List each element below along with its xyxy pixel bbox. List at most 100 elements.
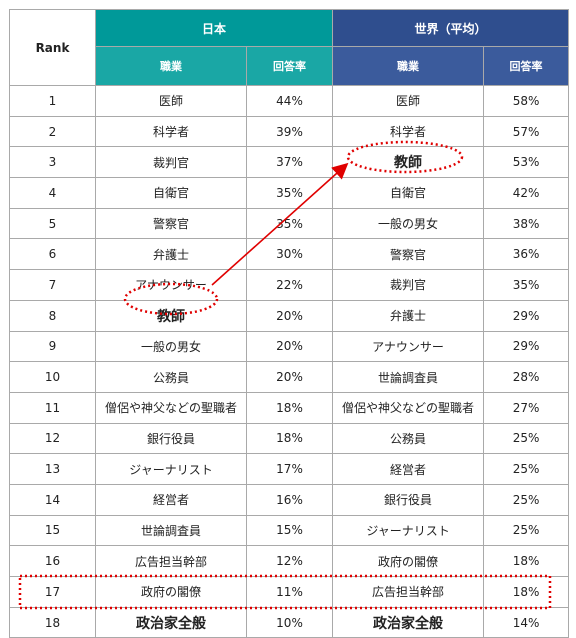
world-occupation-cell: 科学者 [332,115,485,148]
world-occupation-cell: 警察官 [332,238,485,271]
table-row: 13 ジャーナリスト 17% 経営者 25% [9,453,570,485]
japan-occupation-cell: 科学者 [95,115,247,148]
japan-rate-cell: 12% [245,545,334,577]
japan-occupation-cell: 裁判官 [95,146,247,179]
table-row: 4 自衛官 35% 自衛官 42% [9,177,570,209]
table-row: 3 裁判官 37% 教師 53% [9,146,570,179]
table-row: 14 経営者 16% 銀行役員 25% [9,483,570,516]
japan-occupation-cell: 医師 [95,85,247,117]
world-occupation-cell: 広告担当幹部 [332,576,485,608]
world-rate-cell: 38% [483,207,570,240]
world-rate-cell: 25% [483,483,570,516]
japan-occupation-cell: 経営者 [95,483,247,516]
world-occupation-cell: 政府の閣僚 [332,545,485,577]
world-occupation-cell: 僧侶や神父などの聖職者 [332,391,485,424]
world-rate-cell: 18% [483,545,570,577]
rank-cell: 11 [9,391,96,424]
japan-occupation-cell: 世論調査員 [95,514,247,547]
japan-occupation-cell: アナウンサー [95,269,247,301]
japan-occupation-cell: 一般の男女 [95,330,247,363]
world-rate-cell: 25% [483,514,570,547]
rank-cell: 4 [9,177,96,209]
world-rate-cell: 42% [483,177,570,209]
world-occupation-cell: 政治家全般 [332,606,485,638]
table-row: 1 医師 44% 医師 58% [9,85,570,117]
japan-rate-cell: 11% [245,576,334,608]
world-rate-cell: 28% [483,361,570,393]
world-rate-cell: 35% [483,269,570,301]
japan-rate-cell: 10% [245,606,334,638]
world-rate-cell: 58% [483,85,570,117]
japan-rate-cell: 15% [245,514,334,547]
japan-occupation-cell: 銀行役員 [95,422,247,455]
world-occupation-cell: 公務員 [332,422,485,455]
world-rate-cell: 57% [483,115,570,148]
japan-rate-cell: 17% [245,453,334,485]
japan-rate-cell: 35% [245,207,334,240]
rank-cell: 14 [9,483,96,516]
world-occupation-cell: 裁判官 [332,269,485,301]
table-row: 7 アナウンサー 22% 裁判官 35% [9,269,570,301]
japan-rate-cell: 20% [245,299,334,332]
world-occupation-header: 職業 [332,46,485,86]
japan-rate-cell: 22% [245,269,334,301]
japan-occupation-cell: 政府の閣僚 [95,576,247,608]
rank-cell: 18 [9,606,96,638]
world-rate-cell: 25% [483,422,570,455]
japan-rate-cell: 35% [245,177,334,209]
table-row: 2 科学者 39% 科学者 57% [9,115,570,148]
world-rate-cell: 29% [483,330,570,363]
world-rate-cell: 29% [483,299,570,332]
rank-cell: 17 [9,576,96,608]
japan-occupation-cell: 警察官 [95,207,247,240]
japan-occupation-cell: 公務員 [95,361,247,393]
table-row: 18 政治家全般 10% 政治家全般 14% [9,606,570,638]
world-occupation-cell: アナウンサー [332,330,485,363]
rank-cell: 9 [9,330,96,363]
world-occupation-cell: 一般の男女 [332,207,485,240]
world-rate-cell: 18% [483,576,570,608]
japan-occupation-cell: 僧侶や神父などの聖職者 [95,391,247,424]
rank-cell: 16 [9,545,96,577]
world-occupation-cell: ジャーナリスト [332,514,485,547]
world-rate-cell: 14% [483,606,570,638]
world-rate-header: 回答率 [483,46,570,86]
japan-rate-cell: 18% [245,422,334,455]
trust-ranking-table: Rank 日本 世界（平均） 職業 回答率 職業 回答率 1 医師 44% 医師 58%… [9,9,570,638]
japan-occupation-cell: ジャーナリスト [95,453,247,485]
rank-cell: 2 [9,115,96,148]
rank-cell: 7 [9,269,96,301]
rank-cell: 13 [9,453,96,485]
world-rate-cell: 25% [483,453,570,485]
world-occupation-cell: 医師 [332,85,485,117]
world-rate-cell: 27% [483,391,570,424]
japan-rate-cell: 37% [245,146,334,179]
japan-occupation-cell: 自衛官 [95,177,247,209]
world-rate-cell: 53% [483,146,570,179]
japan-rate-cell: 30% [245,238,334,271]
table-row: 5 警察官 35% 一般の男女 38% [9,207,570,240]
japan-rate-cell: 20% [245,361,334,393]
japan-rate-header: 回答率 [245,46,334,86]
world-occupation-cell: 弁護士 [332,299,485,332]
table-row: 15 世論調査員 15% ジャーナリスト 25% [9,514,570,547]
rank-cell: 15 [9,514,96,547]
world-occupation-cell: 教師 [332,146,485,179]
world-occupation-cell: 世論調査員 [332,361,485,393]
world-occupation-cell: 経営者 [332,453,485,485]
rank-header: Rank [9,9,96,86]
ranking-table-figure: Rank 日本 世界（平均） 職業 回答率 職業 回答率 1 医師 44% 医師 58%… [9,9,570,638]
table-row: 11 僧侶や神父などの聖職者 18% 僧侶や神父などの聖職者 27% [9,391,570,424]
japan-rate-cell: 39% [245,115,334,148]
rank-cell: 1 [9,85,96,117]
japan-occupation-cell: 広告担当幹部 [95,545,247,577]
japan-rate-cell: 16% [245,483,334,516]
table-row: 17 政府の閣僚 11% 広告担当幹部 18% [9,576,570,608]
rank-cell: 6 [9,238,96,271]
world-header: 世界（平均） [332,9,570,47]
japan-occupation-cell: 弁護士 [95,238,247,271]
japan-rate-cell: 44% [245,85,334,117]
japan-occupation-cell: 政治家全般 [95,606,247,638]
japan-occupation-header: 職業 [95,46,247,86]
rank-cell: 3 [9,146,96,179]
